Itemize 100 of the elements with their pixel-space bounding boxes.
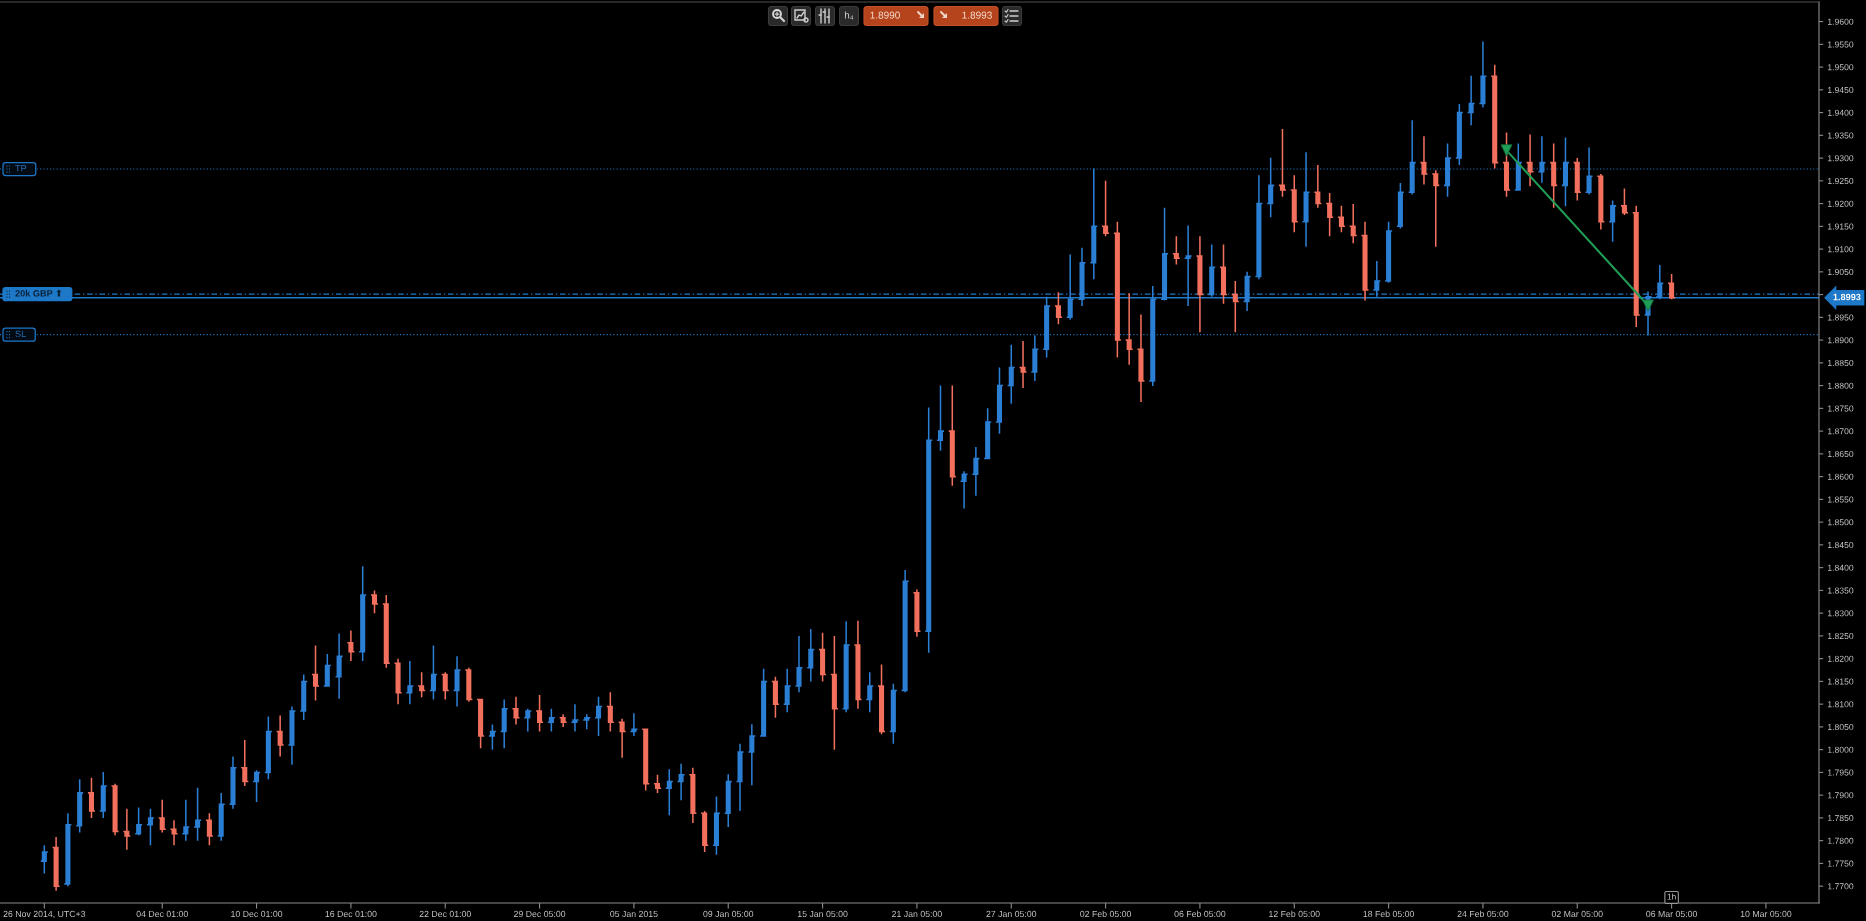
x-tick-label: 26 Nov 2014, UTC+3 <box>3 910 86 919</box>
y-tick-label: 1.8000 <box>1827 746 1854 753</box>
candlestick <box>1172 235 1181 266</box>
candlestick <box>947 384 957 487</box>
candlestick <box>782 667 792 714</box>
candlestick <box>1030 334 1040 382</box>
x-tick-label: 09 Jan 05:00 <box>703 910 754 918</box>
candlestick <box>617 717 627 759</box>
candlestick <box>311 644 320 702</box>
candlestick <box>1348 203 1358 244</box>
candlestick <box>558 713 568 728</box>
candlestick <box>1337 205 1346 234</box>
candlestick <box>1077 246 1087 307</box>
candlestick <box>1230 280 1240 334</box>
y-tick-label: 1.9100 <box>1827 246 1854 253</box>
candlestick <box>205 812 214 846</box>
x-tick-label: 10 Dec 01:00 <box>231 910 283 918</box>
candlestick <box>370 589 379 614</box>
candlestick <box>653 773 662 794</box>
candlestick <box>429 644 438 701</box>
candlestick <box>287 705 297 766</box>
y-tick-label: 1.9500 <box>1827 64 1854 71</box>
x-tick-label: 12 Feb 05:00 <box>1269 910 1320 918</box>
y-tick-label: 1.8450 <box>1827 541 1854 549</box>
y-tick-label: 1.9450 <box>1827 86 1854 94</box>
candlestick <box>570 703 580 733</box>
candlestick <box>1136 313 1146 403</box>
candlestick <box>240 739 250 787</box>
annotation: 1.8993 <box>962 11 992 19</box>
candlestick <box>146 808 155 846</box>
y-tick-label: 1.9050 <box>1827 268 1854 276</box>
candlestick <box>1372 260 1382 298</box>
y-tick-label: 1.9300 <box>1827 155 1854 162</box>
x-tick-label: 21 Jan 05:00 <box>892 910 942 918</box>
x-tick-label: 24 Feb 05:00 <box>1457 910 1509 918</box>
candlestick <box>228 755 238 810</box>
candlestick <box>1266 156 1275 219</box>
candlestick <box>1065 253 1075 321</box>
candlestick <box>582 713 592 730</box>
candlestick <box>1006 343 1016 405</box>
candlestick <box>1620 187 1629 216</box>
y-tick-label: 1.9200 <box>1827 200 1854 207</box>
y-tick-label: 1.8950 <box>1827 314 1854 321</box>
candlestick <box>688 767 698 824</box>
y-tick-label: 1.7750 <box>1827 860 1854 867</box>
candlestick <box>87 777 96 819</box>
candlestick <box>971 446 981 497</box>
y-tick-label: 1.9350 <box>1827 132 1854 139</box>
x-tick-label: 10 Mar 05:00 <box>1740 910 1792 918</box>
ref-line-label: TP <box>15 165 27 172</box>
candlestick <box>830 635 839 751</box>
x-tick-label: 18 Feb 05:00 <box>1363 910 1415 918</box>
x-tick-label: 15 Jan 05:00 <box>797 910 848 918</box>
x-tick-label: 06 Mar 05:00 <box>1646 910 1698 918</box>
candlestick <box>405 660 415 705</box>
candlestick <box>358 565 367 662</box>
y-tick-label: 1.9400 <box>1827 109 1854 116</box>
candlestick <box>1301 151 1311 248</box>
candlestick <box>157 798 167 834</box>
candlestick <box>853 620 863 710</box>
candlestick <box>40 844 49 875</box>
candlestick <box>275 714 285 758</box>
candlestick <box>794 635 804 694</box>
annotation: h₄ <box>844 11 854 20</box>
candlestick <box>735 742 745 812</box>
y-tick-label: 1.8100 <box>1827 701 1854 708</box>
candlestick <box>523 707 533 733</box>
x-tick-label: 02 Feb 05:00 <box>1080 910 1132 918</box>
y-tick-label: 1.8350 <box>1827 587 1854 594</box>
y-tick-label: 1.7700 <box>1827 883 1854 890</box>
y-tick-label: 1.8650 <box>1827 450 1854 458</box>
candlestick <box>1443 142 1452 198</box>
y-tick-label: 1.8250 <box>1827 632 1854 640</box>
y-tick-label: 1.7800 <box>1827 837 1854 844</box>
candlestick <box>1089 167 1099 280</box>
candlestick <box>1407 119 1417 196</box>
candlestick <box>1289 174 1299 234</box>
ref-line-label: 20k GBP ⬆ <box>15 289 62 297</box>
ref-line-label: 1.8993 <box>1833 293 1861 301</box>
x-tick-label: 02 Mar 05:00 <box>1551 910 1603 918</box>
candlestick <box>181 798 191 842</box>
candlestick <box>747 723 757 786</box>
candlestick <box>134 806 143 836</box>
y-tick-label: 1.8900 <box>1827 337 1854 344</box>
annotation: 1.8990 <box>870 11 900 19</box>
candlestick <box>51 836 61 892</box>
candlestick <box>1525 133 1535 188</box>
candlestick <box>216 792 226 842</box>
candlestick <box>1584 146 1594 196</box>
candlestick <box>1667 273 1676 300</box>
candlestick <box>1549 142 1558 209</box>
candlestick <box>252 769 261 803</box>
candlestick <box>1242 271 1252 312</box>
x-tick-label: 06 Feb 05:00 <box>1174 910 1226 918</box>
candlestick <box>1325 192 1334 238</box>
candlestick <box>1018 340 1028 389</box>
candlestick <box>193 787 202 842</box>
candlestick <box>629 712 639 737</box>
x-tick-label: 22 Dec 01:00 <box>419 910 471 918</box>
x-tick-label: 04 Dec 01:00 <box>136 910 188 918</box>
